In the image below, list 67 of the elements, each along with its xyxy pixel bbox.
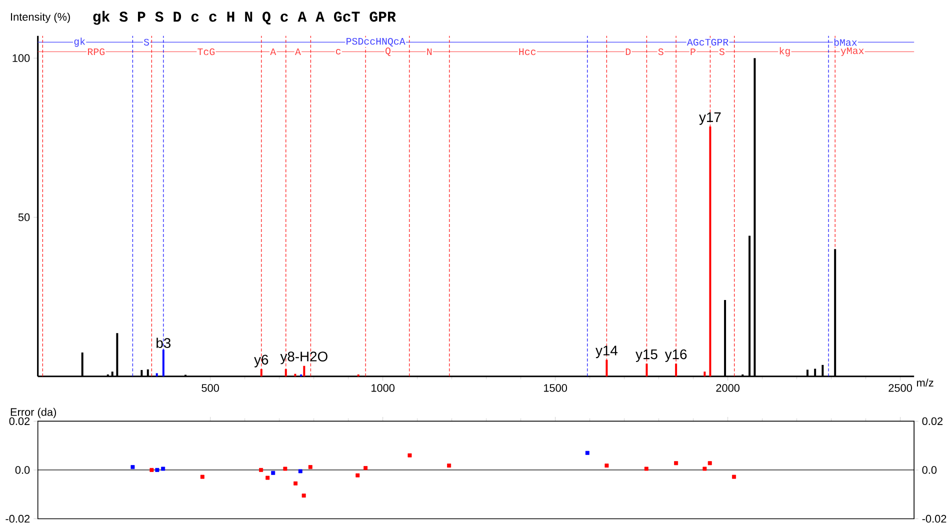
point: [283, 466, 288, 471]
y-axis-title: Error (da): [10, 408, 56, 418]
annotation: S: [658, 48, 664, 56]
point: [155, 468, 160, 472]
point: [674, 461, 678, 466]
point: [447, 464, 452, 468]
annotation: y16: [664, 350, 687, 362]
point: [604, 464, 609, 468]
point: [585, 451, 590, 456]
x-tick-label: 2000: [716, 384, 740, 392]
point: [364, 466, 368, 470]
annotation: A: [270, 48, 276, 56]
y-tick-label: 0.02: [9, 417, 30, 426]
x-tick-label: 2500: [888, 384, 912, 392]
y-tick-label: 50: [18, 214, 30, 222]
point: [130, 465, 135, 470]
annotation: S: [144, 38, 149, 46]
point: [302, 494, 306, 498]
annotation: bMax: [834, 38, 857, 46]
point: [308, 465, 312, 470]
annotation: y8-H2O: [280, 352, 328, 364]
annotation: TcG: [198, 48, 215, 56]
point: [200, 474, 204, 479]
point: [150, 468, 154, 472]
annotation: yMax: [840, 48, 864, 56]
point: [294, 482, 298, 486]
chart-title: gk S P S D c c H N Q c A A GcT GPR: [93, 10, 396, 25]
y2-tick-label: 0.02: [922, 417, 943, 426]
x-tick-label: 500: [202, 384, 219, 392]
annotation: P: [690, 48, 696, 56]
point: [161, 466, 166, 471]
x-axis-title: m/z: [917, 378, 934, 387]
annotation: A: [294, 48, 301, 56]
annotation: PSDccHNQcA: [346, 38, 406, 47]
annotation: kg: [780, 47, 790, 57]
annotation: S: [719, 48, 724, 56]
annotation: AGcTGPR: [686, 38, 728, 46]
annotation: y14: [596, 346, 618, 358]
annotation: y15: [636, 350, 658, 362]
point: [356, 473, 360, 478]
point: [702, 466, 707, 471]
annotation: gk: [74, 38, 86, 47]
point: [408, 453, 412, 458]
point: [298, 469, 302, 474]
point: [266, 476, 270, 480]
point: [732, 474, 736, 479]
annotation: y17: [699, 112, 721, 125]
annotation: D: [626, 48, 631, 56]
annotation: Q: [386, 48, 391, 56]
point: [259, 468, 264, 472]
y2-tick-label: -0.02: [922, 515, 946, 523]
point: [708, 461, 712, 466]
annotation: c: [336, 49, 341, 55]
y2-tick-label: 0.0: [922, 466, 937, 474]
annotation: RPG: [88, 48, 104, 56]
y-tick-label: 0.0: [15, 466, 30, 474]
point: [271, 471, 276, 476]
y-tick-label: -0.02: [6, 515, 30, 523]
point: [644, 466, 648, 471]
y-axis-title: Intensity (%): [11, 12, 70, 24]
x-tick-label: 1500: [544, 384, 568, 392]
annotation: N: [427, 48, 432, 56]
annotation: y6: [254, 354, 268, 368]
x-tick-label: 1000: [372, 384, 395, 392]
annotation: Hcc: [519, 48, 536, 56]
annotation: b3: [156, 338, 171, 348]
y-tick-label: 100: [12, 54, 30, 62]
